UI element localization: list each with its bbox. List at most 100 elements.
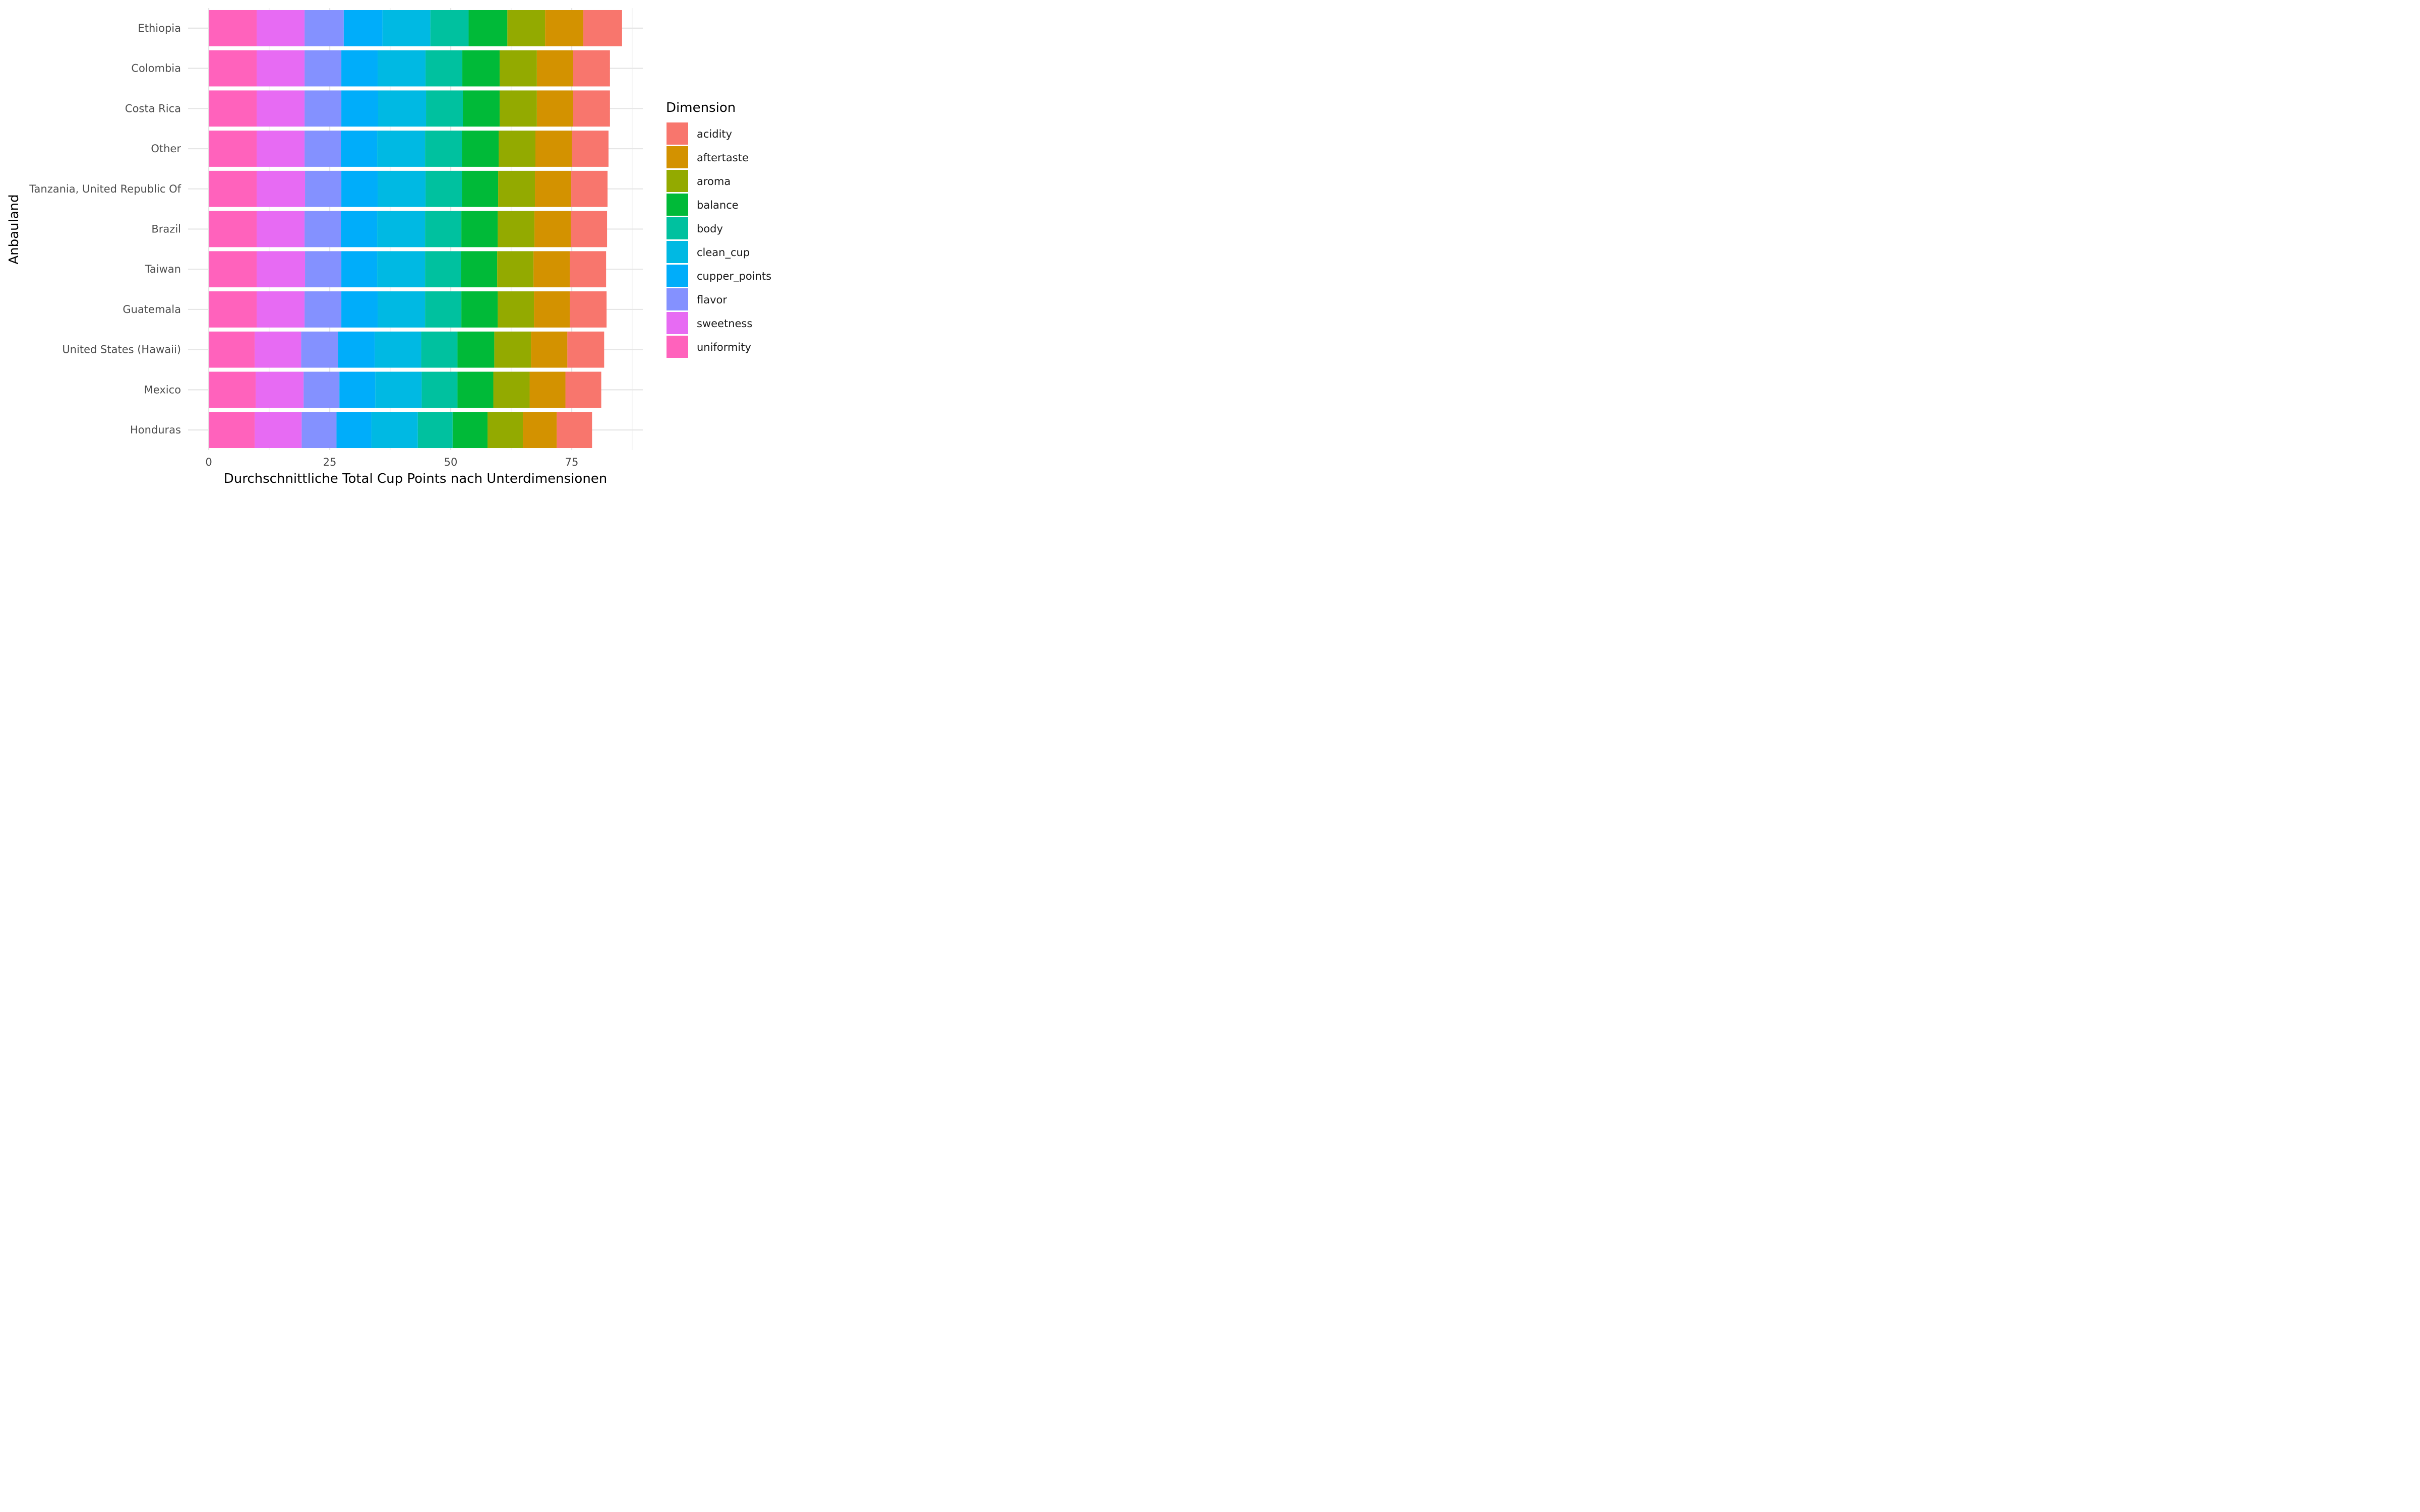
x-axis-ticks: 0 25 50 75	[205, 456, 578, 468]
x-tick-label: 0	[205, 456, 212, 468]
bar-segment-honduras-aroma	[487, 412, 523, 449]
bar-segment-mexico-body	[421, 371, 458, 408]
bar-segment-colombia-clean_cup	[378, 50, 426, 87]
legend-key-acidity	[667, 122, 688, 145]
bar-segment-guatemala-sweetness	[257, 291, 305, 328]
bar-segment-brazil-sweetness	[257, 211, 305, 247]
bar-segment-mexico-sweetness	[256, 371, 304, 408]
legend-key-cupper_points	[667, 265, 688, 287]
bar-segment-honduras-acidity	[557, 412, 592, 449]
bar-segment-other-uniformity	[209, 131, 257, 167]
legend-label-aroma: aroma	[697, 175, 731, 187]
bar-segment-brazil-clean_cup	[377, 211, 426, 247]
bar-segment-united-states-hawaii-flavor	[301, 331, 338, 368]
bar-segment-brazil-aroma	[498, 211, 535, 247]
legend-title: Dimension	[666, 100, 736, 115]
bar-segment-costa-rica-balance	[463, 90, 500, 127]
bar-segment-colombia-uniformity	[209, 50, 257, 87]
y-tick-label: Colombia	[131, 62, 181, 75]
bar-segment-tanzania-united-republic-of-uniformity	[209, 170, 257, 207]
bar-segment-honduras-flavor	[301, 412, 337, 449]
bar-segment-costa-rica-aftertaste	[536, 90, 573, 127]
bar-segment-taiwan-aroma	[497, 251, 534, 288]
bar-segment-costa-rica-uniformity	[209, 90, 257, 127]
bar-segment-united-states-hawaii-uniformity	[209, 331, 255, 368]
bar-segment-brazil-body	[425, 211, 462, 247]
bar-segment-mexico-cupper_points	[339, 371, 376, 408]
bar-segment-united-states-hawaii-aroma	[494, 331, 531, 368]
bar-segment-costa-rica-cupper_points	[341, 90, 378, 127]
legend-label-balance: balance	[697, 199, 739, 211]
legend-key-uniformity	[667, 336, 688, 358]
y-tick-label: United States (Hawaii)	[62, 344, 181, 356]
bar-segment-honduras-aftertaste	[523, 412, 557, 449]
bar-segment-mexico-acidity	[565, 371, 601, 408]
bars	[209, 10, 622, 449]
legend-key-aftertaste	[667, 146, 688, 168]
y-tick-label: Taiwan	[145, 263, 181, 275]
stacked-bar-chart: Ethiopia Colombia Costa Rica Other Tanzania,…	[7, 8, 771, 486]
bar-segment-guatemala-aroma	[498, 291, 534, 328]
bar-segment-taiwan-sweetness	[257, 251, 306, 288]
bar-segment-taiwan-cupper_points	[341, 251, 378, 288]
bar-segment-ethiopia-body	[430, 10, 469, 46]
y-tick-label: Mexico	[144, 384, 181, 396]
bar-segment-colombia-sweetness	[257, 50, 305, 87]
bar-segment-brazil-cupper_points	[341, 211, 378, 247]
y-tick-label: Costa Rica	[125, 102, 181, 114]
bar-segment-other-cupper_points	[341, 131, 378, 167]
x-axis-title: Durchschnittliche Total Cup Points nach …	[224, 471, 608, 486]
legend-label-sweetness: sweetness	[697, 318, 752, 330]
bar-segment-other-aftertaste	[535, 131, 572, 167]
bar-segment-tanzania-united-republic-of-body	[426, 170, 462, 207]
bar-segment-honduras-balance	[452, 412, 488, 449]
bar-segment-other-flavor	[305, 131, 341, 167]
bar-segment-taiwan-body	[425, 251, 461, 288]
bar-segment-costa-rica-clean_cup	[378, 90, 427, 127]
bar-segment-united-states-hawaii-sweetness	[255, 331, 301, 368]
bar-segment-brazil-balance	[461, 211, 498, 247]
bar-segment-colombia-balance	[462, 50, 500, 87]
bar-segment-colombia-acidity	[573, 50, 610, 87]
bar-segment-mexico-aroma	[493, 371, 530, 408]
bar-segment-united-states-hawaii-clean_cup	[375, 331, 421, 368]
bar-segment-united-states-hawaii-aftertaste	[531, 331, 568, 368]
bar-segment-guatemala-balance	[461, 291, 498, 328]
bar-segment-ethiopia-clean_cup	[382, 10, 431, 46]
legend-key-sweetness	[667, 312, 688, 334]
bar-segment-tanzania-united-republic-of-aftertaste	[535, 170, 572, 207]
x-tick-label: 25	[323, 456, 337, 468]
bar-segment-other-clean_cup	[377, 131, 426, 167]
bar-segment-colombia-cupper_points	[341, 50, 378, 87]
bar-segment-tanzania-united-republic-of-balance	[462, 170, 499, 207]
bar-segment-guatemala-body	[425, 291, 462, 328]
bar-segment-costa-rica-sweetness	[257, 90, 305, 127]
bar-segment-colombia-aftertaste	[536, 50, 573, 87]
bar-segment-mexico-aftertaste	[529, 371, 566, 408]
bar-segment-ethiopia-balance	[468, 10, 508, 46]
bar-segment-costa-rica-body	[426, 90, 463, 127]
legend-label-aftertaste: aftertaste	[697, 152, 749, 164]
bar-segment-colombia-aroma	[499, 50, 537, 87]
legend-label-acidity: acidity	[697, 128, 732, 140]
legend-label-uniformity: uniformity	[697, 341, 751, 353]
bar-segment-united-states-hawaii-acidity	[567, 331, 604, 368]
bar-segment-united-states-hawaii-balance	[457, 331, 495, 368]
bar-segment-mexico-balance	[457, 371, 494, 408]
bar-segment-honduras-body	[417, 412, 453, 449]
y-tick-label: Honduras	[130, 424, 181, 436]
bar-segment-tanzania-united-republic-of-acidity	[571, 170, 608, 207]
legend-key-aroma	[667, 170, 688, 192]
bar-segment-other-balance	[462, 131, 499, 167]
legend-key-clean_cup	[667, 241, 688, 263]
bar-segment-ethiopia-acidity	[583, 10, 622, 46]
bar-segment-tanzania-united-republic-of-aroma	[498, 170, 535, 207]
bar-segment-taiwan-aftertaste	[533, 251, 570, 288]
legend-label-cupper_points: cupper_points	[697, 270, 771, 283]
bar-segment-guatemala-uniformity	[209, 291, 257, 328]
bar-segment-costa-rica-aroma	[499, 90, 537, 127]
bar-segment-ethiopia-aroma	[507, 10, 546, 46]
bar-segment-other-acidity	[572, 131, 609, 167]
y-tick-label: Ethiopia	[138, 22, 181, 34]
bar-segment-mexico-flavor	[304, 371, 340, 408]
